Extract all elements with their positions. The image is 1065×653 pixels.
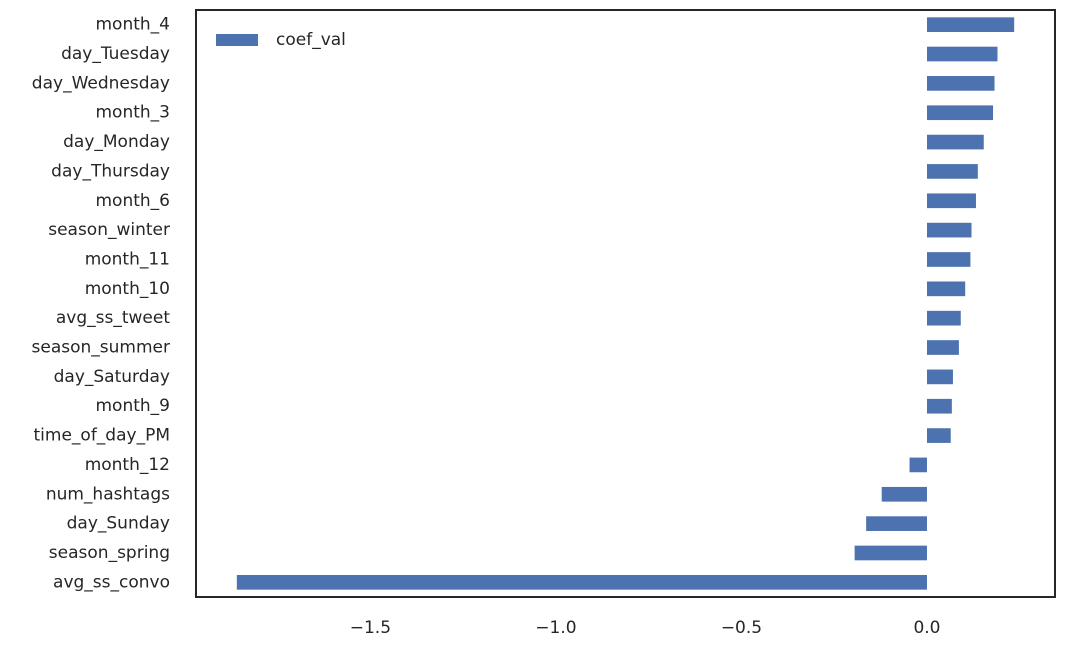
bar-day_Saturday <box>926 369 953 385</box>
y-tick-label-day_Monday: day_Monday <box>63 132 170 152</box>
y-tick-label-month_3: month_3 <box>96 103 171 123</box>
y-tick-label-season_summer: season_summer <box>32 338 170 358</box>
y-tick-label-month_4: month_4 <box>96 15 171 35</box>
bar-month_3 <box>926 105 994 121</box>
y-tick-label-month_6: month_6 <box>96 191 171 211</box>
y-tick-label-avg_ss_tweet: avg_ss_tweet <box>56 308 170 328</box>
legend: coef_val <box>216 30 346 50</box>
bar-month_12 <box>909 457 927 473</box>
bar-month_9 <box>926 398 952 414</box>
bar-season_summer <box>926 340 959 355</box>
y-tick-labels: month_4 day_Tuesday day_Wednesday month_3da… <box>32 15 171 593</box>
y-tick-label-day_Wednesday: day_Wednesday <box>32 73 170 93</box>
x-tick-label: 0.0 <box>913 618 940 638</box>
y-tick-label-month_9: month_9 <box>96 396 171 416</box>
bar-day_Sunday <box>866 516 927 531</box>
bar-month_11 <box>926 252 971 267</box>
y-tick-label-day_Sunday: day_Sunday <box>67 514 170 534</box>
legend-swatch <box>216 34 258 46</box>
y-tick-label-month_10: month_10 <box>85 279 170 299</box>
legend-label: coef_val <box>276 30 346 50</box>
bars-group <box>236 17 1015 590</box>
y-tick-label-season_spring: season_spring <box>49 543 170 563</box>
y-tick-label-day_Saturday: day_Saturday <box>54 367 170 387</box>
plot-frame <box>195 9 1056 598</box>
y-tick-label-month_11: month_11 <box>85 249 170 269</box>
x-tick-label: −0.5 <box>721 618 762 638</box>
y-tick-label-season_winter: season_winter <box>48 220 170 240</box>
y-tick-label-avg_ss_convo: avg_ss_convo <box>53 572 170 592</box>
bar-day_Thursday <box>926 164 978 179</box>
x-tick-label: −1.0 <box>535 618 576 638</box>
y-tick-label-day_Tuesday: day_Tuesday <box>61 44 170 64</box>
bar-avg_ss_convo <box>236 574 927 590</box>
bar-season_spring <box>854 545 927 561</box>
bar-num_hashtags <box>881 486 927 502</box>
bar-season_winter <box>926 222 972 238</box>
bar-time_of_day_PM <box>926 428 951 443</box>
bar-day_Wednesday <box>926 76 995 91</box>
bar-avg_ss_tweet <box>926 310 961 326</box>
y-tick-label-month_12: month_12 <box>85 455 170 475</box>
bar-day_Monday <box>926 134 984 150</box>
bar-month_4 <box>926 17 1015 33</box>
bar-month_6 <box>926 193 976 209</box>
x-tick-label: −1.5 <box>350 618 391 638</box>
bar-day_Tuesday <box>926 46 998 62</box>
bar-month_10 <box>926 281 966 297</box>
y-tick-label-time_of_day_PM: time_of_day_PM <box>34 426 170 446</box>
x-ticks: −1.5 −1.0 −0.5 0.0 <box>350 618 941 638</box>
y-tick-label-num_hashtags: num_hashtags <box>46 484 170 504</box>
y-tick-label-day_Thursday: day_Thursday <box>51 161 170 181</box>
